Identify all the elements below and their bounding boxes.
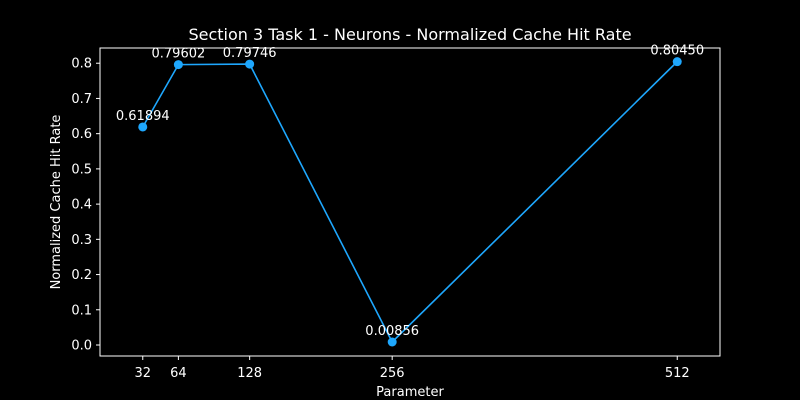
data-point [245, 59, 255, 69]
y-tick-label: 0.1 [71, 303, 92, 318]
y-tick-label: 0.4 [71, 198, 92, 213]
data-label: 0.79602 [152, 47, 206, 62]
data-point [387, 337, 397, 347]
x-tick-label: 64 [170, 366, 187, 381]
y-tick-label: 0.0 [71, 339, 92, 354]
chart-title: Section 3 Task 1 - Neurons - Normalized … [188, 25, 631, 44]
data-label: 0.79746 [223, 46, 277, 61]
y-axis-label: Normalized Cache Hit Rate [49, 115, 64, 290]
y-tick-label: 0.3 [71, 233, 92, 248]
y-tick-label: 0.5 [71, 162, 92, 177]
plot-area: 0.61894 0.79602 0.79746 0.00856 0.80450 [116, 44, 704, 347]
data-point [173, 60, 183, 70]
x-tick-label: 32 [134, 366, 151, 381]
x-tick-label: 256 [380, 366, 405, 381]
y-tick-label: 0.8 [71, 57, 92, 72]
data-point [672, 57, 682, 67]
data-label: 0.80450 [650, 44, 704, 59]
x-tick-label: 512 [665, 366, 690, 381]
data-point [138, 122, 148, 132]
y-tick-label: 0.6 [71, 127, 92, 142]
data-label: 0.61894 [116, 109, 170, 124]
x-tick-label: 128 [237, 366, 262, 381]
x-axis-label: Parameter [376, 385, 444, 400]
axes-frame [99, 47, 721, 357]
data-label: 0.00856 [365, 324, 419, 339]
y-tick-label: 0.7 [71, 92, 92, 107]
y-tick-label: 0.2 [71, 268, 92, 283]
